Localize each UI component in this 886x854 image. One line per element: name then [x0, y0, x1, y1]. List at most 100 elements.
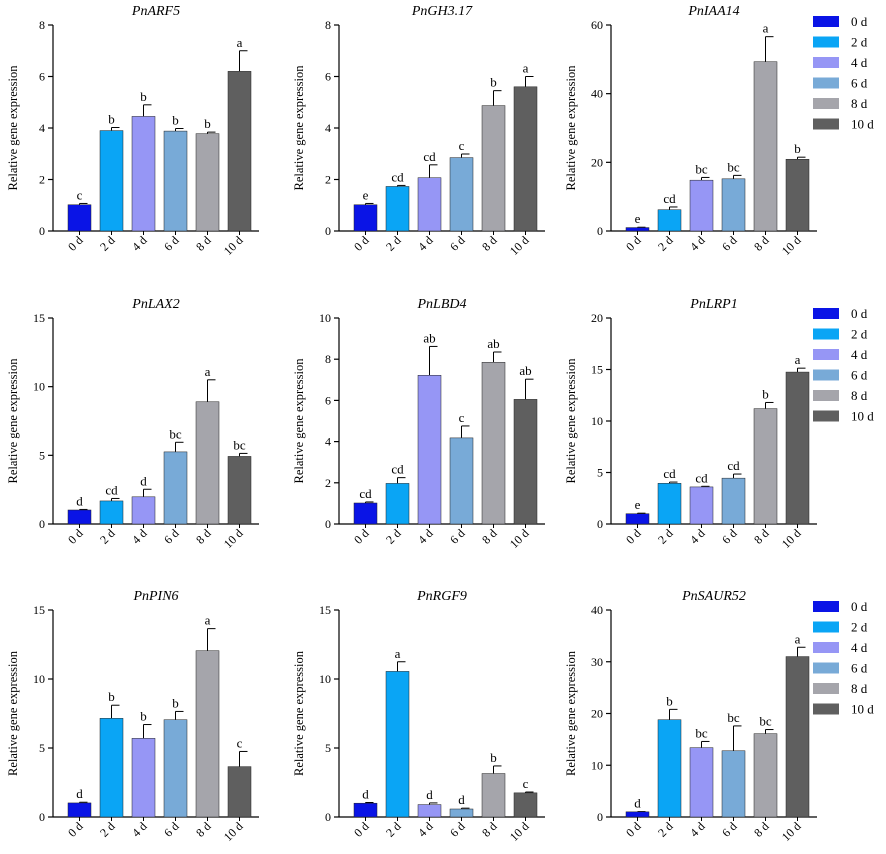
significance-letter: a — [795, 352, 801, 367]
y-tick-label: 5 — [39, 741, 45, 755]
bar-0d — [625, 513, 650, 525]
y-tick-label: 20 — [591, 155, 603, 169]
bar-2d — [99, 130, 124, 232]
significance-letter: cd — [391, 462, 404, 477]
y-tick-label: 6 — [39, 70, 45, 84]
x-tick-label: 4 d — [415, 526, 436, 547]
bar-4d — [689, 179, 714, 232]
panel-pnlbd4: PnLBD4 Relative gene expression 0 2 4 6 8 10 cd 0… — [292, 297, 545, 551]
bar-2d — [99, 718, 124, 818]
significance-letter: bc — [233, 437, 246, 452]
bar-10d — [513, 792, 538, 818]
legend-label: 6 d — [851, 368, 868, 383]
y-tick-label: 6 — [325, 393, 331, 407]
y-axis-label: Relative gene expression — [6, 65, 20, 191]
bar-8d — [195, 401, 220, 525]
x-tick-label: 10 d — [507, 526, 532, 551]
y-tick-label: 15 — [33, 311, 45, 325]
significance-letter: bc — [759, 714, 772, 729]
legend-swatch — [813, 642, 839, 653]
bar-2d — [385, 671, 410, 818]
bar-4d — [689, 747, 714, 818]
y-tick-label: 4 — [325, 435, 331, 449]
bar-0d — [625, 811, 650, 818]
legend-label: 2 d — [851, 620, 868, 635]
legend-2: 0 d 2 d 4 d 6 d 8 d 10 d — [813, 306, 874, 424]
y-axis-label: Relative gene expression — [292, 358, 306, 484]
x-tick-label: 4 d — [129, 526, 150, 547]
y-axis-label: Relative gene expression — [564, 650, 578, 776]
legend-label: 6 d — [851, 661, 868, 676]
significance-letter: cd — [695, 470, 708, 485]
panel-title: PnPIN6 — [132, 589, 178, 604]
significance-letter: d — [362, 787, 369, 802]
legend-swatch — [813, 16, 839, 27]
x-tick-label: 6 d — [719, 526, 740, 547]
significance-letter: d — [634, 796, 641, 811]
significance-letter: c — [459, 138, 465, 153]
significance-letter: b — [490, 750, 497, 765]
legend-label: 10 d — [851, 117, 874, 132]
y-tick-label: 60 — [591, 18, 603, 32]
x-tick-label: 8 d — [193, 233, 214, 254]
significance-letter: b — [204, 116, 211, 131]
x-tick-label: 2 d — [383, 819, 404, 840]
significance-letter: ab — [487, 336, 499, 351]
legend-swatch — [813, 601, 839, 612]
x-tick-label: 2 d — [97, 819, 118, 840]
significance-letter: a — [523, 61, 529, 76]
significance-letter: c — [459, 410, 465, 425]
legend-label: 0 d — [851, 599, 868, 614]
y-tick-label: 0 — [597, 517, 603, 531]
y-tick-label: 5 — [325, 741, 331, 755]
significance-letter: cd — [727, 458, 740, 473]
bar-4d — [417, 804, 442, 818]
y-tick-label: 20 — [591, 311, 603, 325]
significance-letter: e — [363, 187, 369, 202]
panel-pngh3-17: PnGH3.17 Relative gene expression 0 2 4 6 8 e 0 … — [292, 4, 545, 258]
y-axis-label: Relative gene expression — [564, 65, 578, 191]
bar-10d — [785, 656, 810, 818]
legend-label: 8 d — [851, 681, 868, 696]
x-tick-label: 10 d — [221, 233, 246, 258]
legend-swatch — [813, 662, 839, 674]
significance-letter: e — [635, 497, 641, 512]
x-tick-label: 6 d — [447, 819, 468, 840]
x-tick-label: 6 d — [719, 819, 740, 840]
x-tick-label: 6 d — [447, 526, 468, 547]
y-tick-label: 40 — [591, 87, 603, 101]
x-tick-label: 6 d — [447, 233, 468, 254]
bar-0d — [67, 509, 92, 525]
x-tick-label: 2 d — [97, 526, 118, 547]
y-tick-label: 10 — [591, 758, 603, 772]
panel-pnarf5: PnARF5 Relative gene expression 0 2 4 6 8 c 0 d b… — [6, 4, 259, 258]
y-tick-label: 5 — [39, 448, 45, 462]
x-tick-label: 0 d — [351, 819, 372, 840]
significance-letter: b — [108, 111, 115, 126]
x-tick-label: 2 d — [655, 819, 676, 840]
significance-letter: cd — [359, 486, 372, 501]
y-tick-label: 0 — [39, 224, 45, 238]
significance-letter: a — [205, 364, 211, 379]
significance-letter: a — [237, 35, 243, 50]
bar-8d — [753, 733, 778, 818]
significance-letter: cd — [423, 149, 436, 164]
significance-letter: b — [666, 693, 673, 708]
x-tick-label: 10 d — [779, 819, 804, 844]
legend-1: 0 d 2 d 4 d 6 d 8 d 10 d — [813, 14, 874, 132]
legend-swatch — [813, 77, 839, 89]
y-tick-label: 0 — [597, 224, 603, 238]
bar-10d — [513, 399, 538, 525]
bar-10d — [227, 766, 252, 818]
x-tick-label: 4 d — [415, 233, 436, 254]
x-tick-label: 6 d — [161, 526, 182, 547]
x-tick-label: 6 d — [161, 233, 182, 254]
bar-0d — [67, 204, 92, 232]
bar-2d — [385, 483, 410, 525]
legend-label: 2 d — [851, 327, 868, 342]
significance-letter: d — [458, 792, 465, 807]
significance-letter: c — [77, 187, 83, 202]
panel-title: PnSAUR52 — [681, 589, 746, 604]
y-tick-label: 5 — [597, 466, 603, 480]
